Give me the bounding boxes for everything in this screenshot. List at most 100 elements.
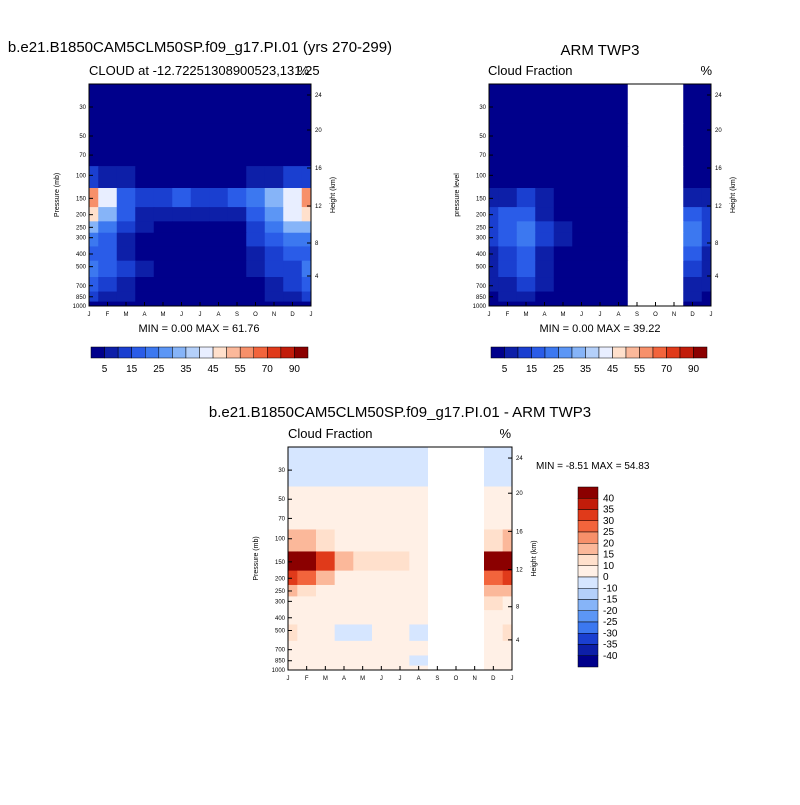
- obs-stats: MIN = 0.00 MAX = 39.22: [539, 323, 660, 335]
- obs-cell: [553, 123, 573, 147]
- model-cell: [98, 246, 118, 262]
- obs-cell: [489, 146, 499, 167]
- obs-cell: [498, 246, 518, 262]
- model-cell: [301, 221, 311, 234]
- model-stats: MIN = 0.00 MAX = 61.76: [138, 323, 259, 335]
- obs-cell: [498, 221, 518, 234]
- colorbar-model-swatch: [158, 346, 173, 359]
- diff-cell: [334, 551, 354, 572]
- obs-cell: [489, 291, 499, 303]
- obs-cell: [535, 291, 555, 303]
- colorbar-diff-label: -30: [603, 628, 618, 639]
- model-cell: [153, 277, 173, 293]
- diff-cell: [465, 551, 485, 572]
- obs-cell: [590, 232, 610, 248]
- diff-cell: [409, 570, 429, 586]
- diff-cell: [288, 610, 298, 626]
- obs-cell: [535, 232, 555, 248]
- model-cell: [190, 84, 210, 124]
- obs-cell: [664, 221, 684, 234]
- diff-cell: [502, 570, 512, 586]
- model-cell: [135, 246, 155, 262]
- diff-cell: [465, 447, 485, 488]
- model-cell: [227, 277, 247, 293]
- model-htick-label: 20: [315, 128, 322, 134]
- diff-cell: [502, 665, 512, 670]
- model-cell: [98, 291, 118, 303]
- diff-cell: [372, 655, 392, 667]
- colorbar-model-swatch: [253, 346, 268, 359]
- diff-cell: [446, 640, 466, 657]
- obs-cell: [572, 207, 592, 222]
- model-cell: [227, 146, 247, 167]
- diff-cell: [484, 509, 504, 531]
- obs-cell: [553, 207, 573, 222]
- obs-cell: [627, 246, 647, 262]
- obs-cell: [609, 232, 629, 248]
- obs-cell: [498, 84, 518, 124]
- diff-cell: [288, 551, 298, 572]
- obs-xtick-label: D: [690, 312, 695, 318]
- model-cell: [153, 123, 173, 147]
- diff-cell: [502, 655, 512, 667]
- obs-cell: [701, 291, 711, 303]
- model-cell: [301, 291, 311, 303]
- obs-htick-label: 24: [715, 93, 722, 99]
- model-cell: [116, 123, 136, 147]
- obs-htick-label: 8: [715, 241, 719, 247]
- model-cell: [283, 260, 303, 278]
- colorbar-model-label: 15: [126, 364, 138, 375]
- obs-cell: [683, 84, 703, 124]
- model-cell: [190, 188, 210, 208]
- model-cell: [89, 123, 99, 147]
- model-cell: [98, 277, 118, 293]
- model-cell: [190, 166, 210, 189]
- model-cell: [135, 291, 155, 303]
- model-cell: [172, 188, 192, 208]
- obs-cell: [609, 84, 629, 124]
- obs-ytick-label: 150: [476, 196, 487, 202]
- model-cell: [283, 146, 303, 167]
- model-cell: [209, 246, 229, 262]
- obs-cell: [553, 246, 573, 262]
- obs-xtick-label: J: [710, 312, 713, 318]
- diff-cell: [484, 624, 504, 642]
- model-cell: [264, 246, 284, 262]
- model-cell: [209, 232, 229, 248]
- diff-ytick-label: 500: [275, 628, 286, 634]
- model-xtick-label: A: [216, 312, 220, 318]
- diff-ytick-label: 70: [278, 516, 285, 522]
- model-ytick-label: 300: [76, 236, 87, 242]
- diff-cell: [428, 529, 448, 553]
- colorbar-diff-label: 40: [603, 493, 615, 504]
- diff-cell: [484, 584, 504, 598]
- diff-xtick-label: J: [399, 676, 402, 682]
- obs-cell: [498, 188, 518, 208]
- obs-xtick-label: J: [580, 312, 583, 318]
- obs-cell: [516, 277, 536, 293]
- colorbar-diff-swatch: [577, 520, 599, 533]
- diff-cell: [502, 486, 512, 511]
- obs-xtick-label: M: [524, 312, 529, 318]
- diff-cell: [316, 624, 336, 642]
- diff-cell: [316, 447, 336, 488]
- diff-cell: [446, 610, 466, 626]
- model-cell: [153, 84, 173, 124]
- obs-ytick-label: 50: [479, 134, 486, 140]
- diff-cell: [446, 486, 466, 511]
- diff-cell: [409, 624, 429, 642]
- obs-cell: [609, 146, 629, 167]
- obs-plot: J F M A M J J A S O N D J 30 50 70 100 150 200 250 300 400 500…: [454, 83, 737, 318]
- model-cell: [116, 166, 136, 189]
- diff-cell: [502, 624, 512, 642]
- model-cell: [227, 166, 247, 189]
- model-cell: [116, 277, 136, 293]
- obs-cell: [609, 246, 629, 262]
- model-xtick-label: J: [88, 312, 91, 318]
- model-ytick-label: 70: [79, 153, 86, 159]
- colorbar-diff-label: 25: [603, 527, 615, 538]
- model-ytick-label: 700: [76, 284, 87, 290]
- obs-cell: [516, 146, 536, 167]
- colorbar-obs-swatch: [558, 346, 573, 359]
